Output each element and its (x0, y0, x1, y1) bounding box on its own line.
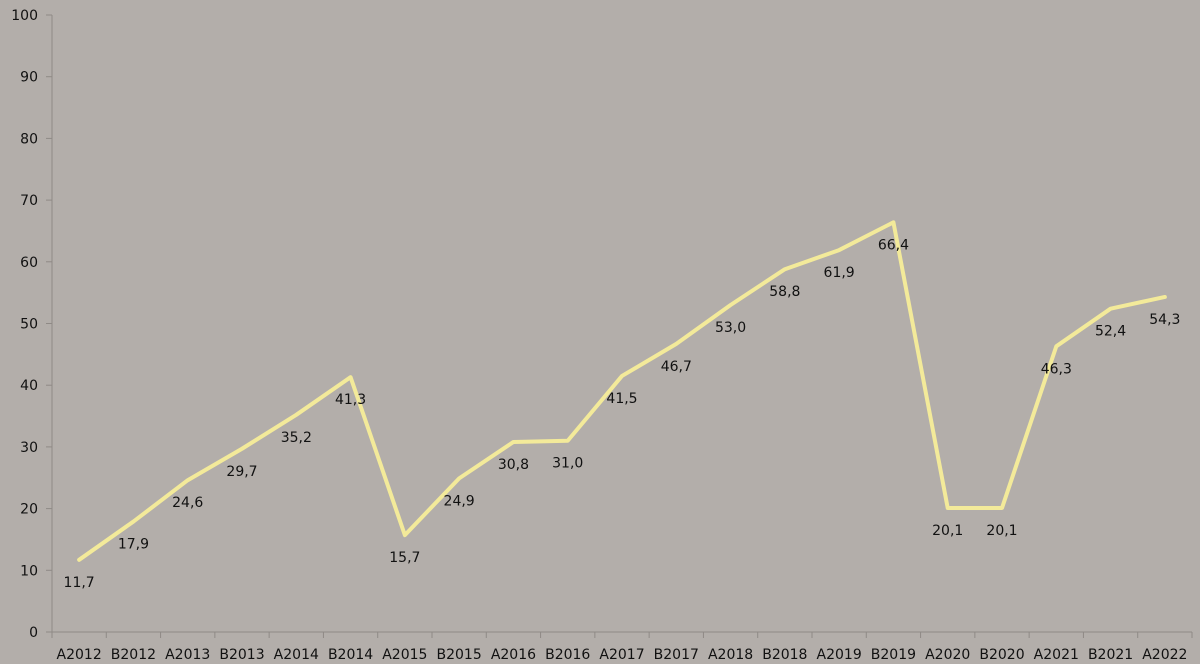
x-tick-label: A2019 (817, 647, 862, 663)
series-layer (77, 220, 1167, 562)
data-label: 66,4 (878, 237, 909, 253)
data-label: 24,6 (172, 495, 203, 511)
data-label: 30,8 (498, 457, 529, 473)
x-tick-label: A2018 (708, 647, 753, 663)
y-tick-label: 70 (20, 193, 38, 209)
x-tick-label: B2017 (654, 647, 699, 663)
y-tick-label: 20 (20, 502, 38, 518)
x-axis: A2012 B2012 A2013 B2013 A2014 B2014 A2015 B2015… (51, 631, 1193, 663)
x-tick-label: A2012 (57, 647, 102, 663)
y-tick-label: 60 (20, 255, 38, 271)
data-label: 46,3 (1041, 361, 1072, 377)
data-label: 11,7 (64, 575, 95, 591)
data-label: 52,4 (1095, 324, 1126, 340)
data-label: 61,9 (824, 265, 855, 281)
x-tick-label: A2020 (925, 647, 970, 663)
y-tick-label: 40 (20, 378, 38, 394)
data-label: 29,7 (226, 464, 257, 480)
data-label: 17,9 (118, 537, 149, 553)
x-tick-label: B2020 (979, 647, 1024, 663)
y-tick-label: 30 (20, 440, 38, 456)
data-label: 54,3 (1149, 312, 1180, 328)
data-label: 31,0 (552, 456, 583, 472)
x-tick-label: A2021 (1034, 647, 1079, 663)
x-tick-label: A2022 (1142, 647, 1187, 663)
y-tick-label: 90 (20, 70, 38, 86)
data-label: 15,7 (389, 550, 420, 566)
x-tick-label: A2017 (599, 647, 644, 663)
data-label: 53,0 (715, 320, 746, 336)
data-label: 35,2 (281, 430, 312, 446)
x-tick-label: A2013 (165, 647, 210, 663)
x-tick-label: A2015 (382, 647, 427, 663)
x-tick-label: B2015 (437, 647, 482, 663)
y-tick-label: 10 (20, 563, 38, 579)
data-label: 41,3 (335, 392, 366, 408)
x-tick-label: B2014 (328, 647, 373, 663)
data-label: 58,8 (769, 284, 800, 300)
data-labels: 11,7 17,9 24,6 29,7 35,2 41,3 15,7 24,9 30,8 31,0… (64, 237, 1181, 590)
x-tick-label: B2016 (545, 647, 590, 663)
x-tick-label: A2016 (491, 647, 536, 663)
data-label: 20,1 (932, 523, 963, 539)
y-tick-label: 80 (20, 131, 38, 147)
y-axis: 0 10 20 30 40 50 60 70 80 90 100 (11, 8, 53, 641)
data-label: 20,1 (986, 523, 1017, 539)
y-tick-label: 100 (11, 8, 38, 24)
data-label: 46,7 (661, 359, 692, 375)
y-tick-label: 0 (29, 625, 38, 641)
x-tick-label: B2013 (219, 647, 264, 663)
x-tick-label: B2012 (111, 647, 156, 663)
y-tick-label: 50 (20, 317, 38, 333)
x-tick-label: B2018 (762, 647, 807, 663)
data-label: 41,5 (606, 391, 637, 407)
x-tick-label: B2019 (871, 647, 916, 663)
x-tick-label: A2014 (274, 647, 319, 663)
x-tick-label: B2021 (1088, 647, 1133, 663)
data-label: 24,9 (444, 493, 475, 509)
